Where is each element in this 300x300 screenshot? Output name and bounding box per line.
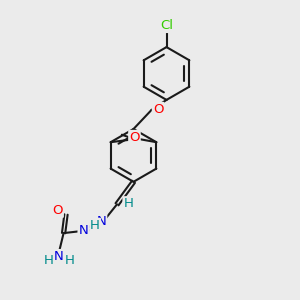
Text: N: N (54, 250, 64, 263)
Text: O: O (129, 131, 140, 144)
Text: N: N (97, 214, 106, 228)
Text: H: H (44, 254, 53, 267)
Text: I: I (134, 133, 138, 146)
Text: O: O (153, 103, 163, 116)
Text: Cl: Cl (160, 19, 173, 32)
Text: H: H (90, 219, 100, 232)
Text: H: H (65, 254, 74, 267)
Text: O: O (52, 204, 63, 217)
Text: N: N (79, 224, 88, 237)
Text: H: H (124, 197, 133, 210)
